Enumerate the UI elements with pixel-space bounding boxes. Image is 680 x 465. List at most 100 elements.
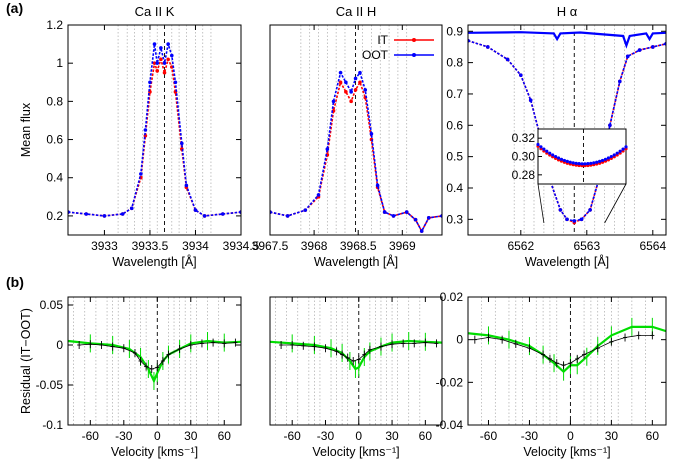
x-axis-label: Velocity [kms⁻¹] <box>312 445 399 459</box>
inset-y-tick-label: 0.28 <box>512 168 536 182</box>
y-tick-label: -0.02 <box>436 375 464 389</box>
panel-label-b: (b) <box>6 274 24 290</box>
legend-label: IT <box>377 33 388 47</box>
data-point-oot <box>173 80 178 85</box>
data-point-oot <box>618 79 622 84</box>
x-tick-label: 3967.5 <box>252 239 289 253</box>
data-point-it <box>159 57 163 62</box>
plot-frame <box>467 296 667 426</box>
x-tick-label: 0 <box>567 429 574 443</box>
data-point-oot <box>637 48 642 52</box>
data-point-oot <box>528 98 533 103</box>
x-tick-label: 3933 <box>91 239 118 253</box>
data-point-oot <box>303 208 308 212</box>
inset-point-oot <box>542 147 546 151</box>
data-point-oot <box>159 46 163 50</box>
data-point-oot <box>180 141 184 146</box>
telluric-spectrum <box>468 31 666 49</box>
y-tick-label: 0.6 <box>446 118 463 132</box>
y-axis-label: Mean flux <box>19 102 33 157</box>
inset-point-oot <box>548 151 552 155</box>
data-point-oot <box>369 132 374 136</box>
y-tick-label: -0.04 <box>436 418 464 432</box>
panel-title: H α <box>557 4 578 19</box>
data-point-oot <box>129 206 134 211</box>
zoom-connector-right <box>604 183 627 224</box>
x-tick-label: 3968.5 <box>340 239 377 253</box>
x-axis-label: Wavelength [Å] <box>314 254 398 269</box>
inset-point-oot <box>580 162 584 166</box>
inset-point-oot <box>598 159 602 163</box>
y-tick-label: 0.8 <box>446 56 463 70</box>
legend-label: OOT <box>362 48 389 62</box>
x-tick-label: 0 <box>355 429 362 443</box>
x-tick-label: 6562 <box>507 239 534 253</box>
y-tick-label: 0.5 <box>446 150 463 164</box>
panel-3: 6562 6563 6564 0.3 0.4 0.5 0.6 0.7 0.8 0.9 H α Wave… <box>446 4 667 269</box>
data-point-oot <box>579 217 584 222</box>
x-tick-label: 60 <box>646 429 660 443</box>
data-point-oot <box>353 76 358 81</box>
x-tick-label: 30 <box>385 429 399 443</box>
data-point-oot <box>184 183 189 188</box>
data-point-oot <box>404 210 409 214</box>
inset-point-oot <box>556 156 561 160</box>
x-tick-label: 3969 <box>389 239 416 253</box>
zoom-connector-left <box>537 183 545 224</box>
panel-6: -60 -30 0 30 60 -0.04 -0.02 0 0.02 Velocity [kms⁻… <box>436 290 667 459</box>
x-tick-label: 0 <box>154 429 161 443</box>
data-point-oot <box>220 212 225 216</box>
data-point-oot <box>382 210 387 214</box>
series-line-it <box>68 56 241 217</box>
inset-point-oot <box>583 162 587 166</box>
data-point-it <box>344 90 348 94</box>
data-point-it <box>353 88 358 92</box>
data-point-oot <box>426 216 431 220</box>
x-tick-label: 30 <box>184 429 198 443</box>
y-tick-label: 0.9 <box>446 24 463 38</box>
inset-point-oot <box>592 161 596 165</box>
y-tick-label: 0.02 <box>440 290 464 304</box>
inset-point-oot <box>586 162 590 166</box>
data-point-oot <box>162 61 167 65</box>
inset-point-oot <box>559 157 564 161</box>
inset-point-oot <box>615 151 619 155</box>
data-point-oot <box>102 214 107 218</box>
data-point-oot <box>391 214 396 218</box>
legend-marker <box>412 38 416 42</box>
x-tick-label: -60 <box>82 429 100 443</box>
y-tick-label: 0 <box>56 338 63 352</box>
data-point-oot <box>152 42 157 46</box>
data-point-oot <box>375 183 380 188</box>
inset-point-oot <box>603 157 608 161</box>
x-tick-label: 3934 <box>182 239 209 253</box>
data-point-oot <box>325 147 330 151</box>
y-tick-label: 1.2 <box>46 18 63 32</box>
data-point-oot <box>148 80 152 85</box>
data-point-oot <box>84 212 89 216</box>
x-tick-label: 30 <box>605 429 619 443</box>
y-tick-label: 0.3 <box>446 212 463 226</box>
data-point-oot <box>202 214 207 218</box>
inset-point-oot <box>621 147 625 151</box>
inset-point-oot <box>600 158 605 163</box>
inset-point-oot <box>554 154 558 159</box>
data-point-it <box>349 99 353 104</box>
data-point-oot <box>139 172 143 176</box>
data-point-oot <box>344 80 348 85</box>
x-tick-label: 3934.5 <box>223 239 260 253</box>
data-point-oot <box>558 208 563 212</box>
data-point-oot <box>170 53 174 58</box>
data-point-oot <box>363 88 368 92</box>
data-point-it <box>152 61 157 65</box>
data-point-oot <box>285 214 290 218</box>
x-tick-label: 60 <box>419 429 433 443</box>
inset-point-oot <box>551 153 555 157</box>
y-tick-label: -0.05 <box>36 378 64 392</box>
inset-point-oot <box>589 161 593 165</box>
y-tick-label: 0.7 <box>446 87 463 101</box>
data-point-oot <box>565 217 569 222</box>
panel-2: 3967.5 3968 3968.5 3969 Ca II H Wavelength [Å… <box>252 4 443 269</box>
inset-point-oot <box>606 156 611 160</box>
